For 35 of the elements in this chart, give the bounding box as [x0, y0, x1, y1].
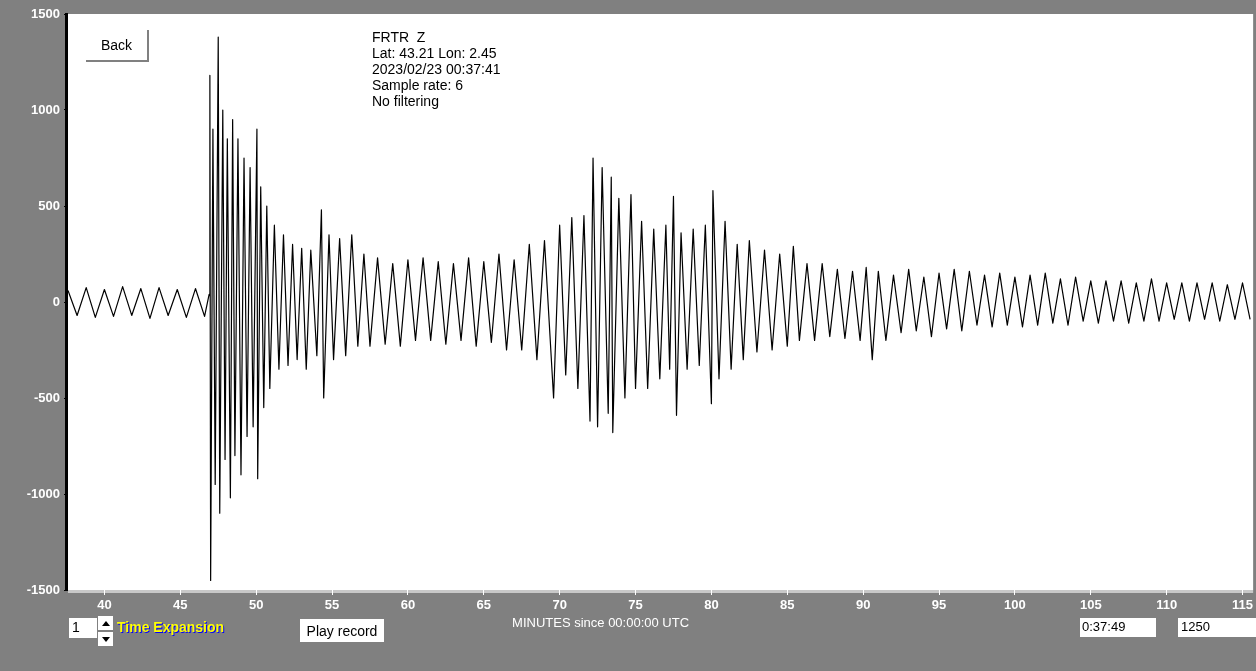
count-field: 1250: [1178, 618, 1256, 637]
annotation: Sample rate: 6: [372, 76, 464, 93]
x-tick-label: 75: [628, 597, 643, 613]
x-tick-label: 55: [324, 597, 340, 613]
x-tick-label: 100: [1004, 597, 1026, 613]
number-field: 1: [69, 618, 97, 638]
x-tick-label: 90: [855, 597, 871, 613]
x-tick-label: 95: [931, 597, 947, 613]
x-tick-label: 60: [400, 597, 416, 613]
x-tick-label: 45: [173, 597, 188, 613]
y-tick-label: 1500: [31, 5, 60, 21]
text: FRTR Z: [372, 28, 426, 45]
x-tick-label: 105: [1079, 597, 1102, 613]
y-tick-label: 500: [38, 197, 60, 213]
y-tick-label: -1000: [26, 485, 60, 501]
y-tick-label: 1000: [31, 101, 60, 117]
play-button: Play record: [300, 619, 384, 642]
text: Time Expansion: [117, 619, 225, 635]
x-tick-label: 40: [97, 597, 112, 613]
annotation: No filtering: [372, 92, 439, 109]
time-field: 0:37:49: [1080, 618, 1156, 637]
x-tick-label: 80: [704, 597, 719, 613]
x-tick-label: 65: [476, 597, 492, 613]
annotation: Lat: 43.21 Lon: 2.45: [372, 44, 497, 61]
x-tick-label: 85: [780, 597, 795, 613]
x-axis-title: MINUTES since 00:00:00 UTC: [512, 614, 690, 630]
x-tick-label: 115: [1232, 597, 1254, 613]
y-tick-label: 0: [52, 293, 60, 309]
x-tick-label: 110: [1156, 597, 1178, 613]
back-button: Back: [86, 30, 149, 62]
annotation: 2023/02/23 00:37:41: [372, 60, 501, 77]
x-tick-label: 70: [552, 597, 567, 613]
x-tick-label: 50: [248, 597, 264, 613]
y-tick-label: -1500: [26, 581, 60, 597]
y-tick-label: -500: [33, 389, 60, 405]
